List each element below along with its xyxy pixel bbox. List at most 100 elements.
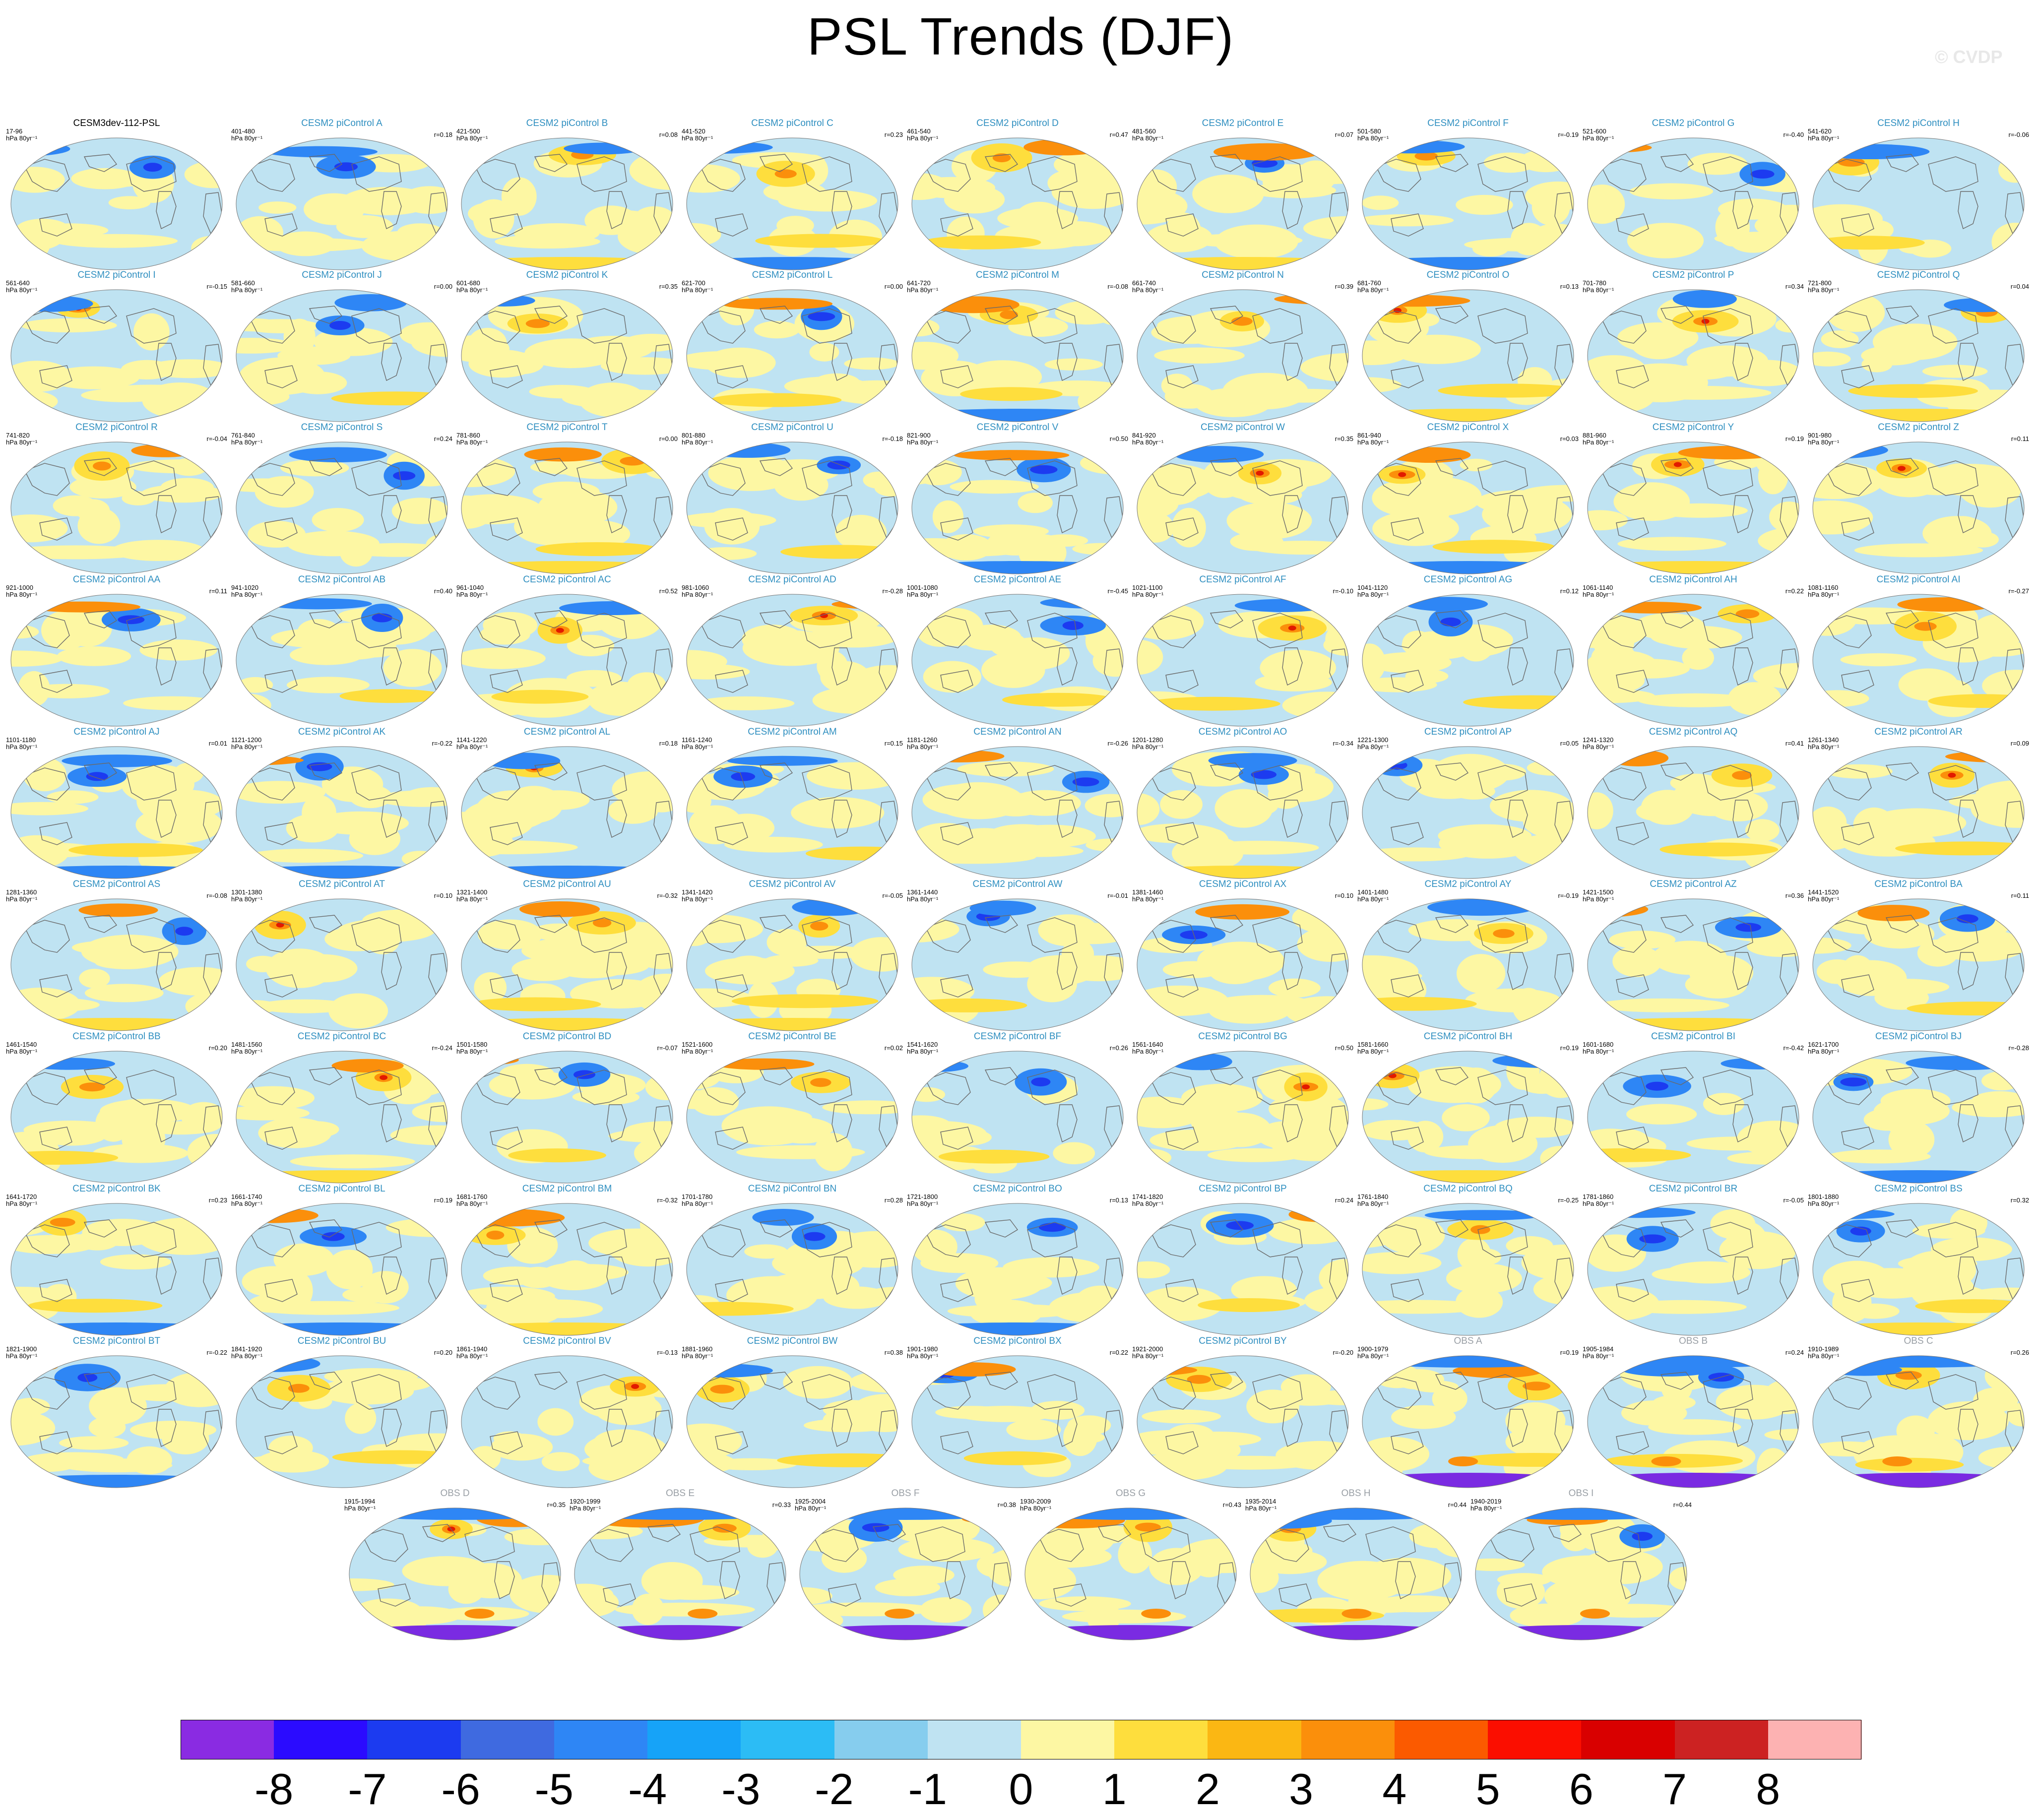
coastline xyxy=(1616,1279,1649,1302)
panel-correlation: r=0.18 xyxy=(659,740,678,747)
trend-contour xyxy=(776,216,814,235)
coastline xyxy=(1660,458,1694,476)
trend-contour xyxy=(41,611,91,650)
coastline xyxy=(759,915,793,933)
trend-contour xyxy=(592,918,612,928)
panel-units: hPa 80yr⁻¹ xyxy=(1808,743,1840,751)
trend-contour xyxy=(286,677,370,693)
trend-contour xyxy=(1813,1322,2024,1335)
panel-correlation: r=-0.18 xyxy=(882,435,903,442)
coastline xyxy=(381,1409,402,1447)
coastline xyxy=(759,1219,793,1238)
coastline xyxy=(381,191,402,230)
trend-contour xyxy=(912,173,950,200)
map-border xyxy=(1812,1051,2025,1184)
coastline xyxy=(1477,765,1528,801)
coastline xyxy=(1620,1561,1641,1600)
panel-correlation: r=0.26 xyxy=(2010,1349,2029,1356)
coastline xyxy=(250,1072,295,1105)
coastline xyxy=(1252,1374,1303,1410)
trend-contour xyxy=(963,360,1042,394)
panel-title: CESM2 piControl BS xyxy=(1874,1184,1963,1194)
coastline xyxy=(1252,460,1303,496)
panel-years: 1701-1780 xyxy=(682,1193,713,1200)
panel-years: 921-1000 xyxy=(6,584,33,591)
trend-contour xyxy=(537,1408,574,1436)
coastline xyxy=(1165,1431,1199,1454)
trend-contour xyxy=(508,1148,606,1163)
panel-units: hPa 80yr⁻¹ xyxy=(1470,1505,1502,1512)
map-panel: CESM2 piControl BR 1781-1860 hPa 80yr⁻¹ r=-… xyxy=(1581,1184,1806,1337)
trend-contour xyxy=(535,542,659,556)
coastline xyxy=(24,159,70,192)
panel-title: CESM2 piControl I xyxy=(77,270,156,280)
trend-contour xyxy=(1448,1456,1478,1466)
trend-contour xyxy=(461,1322,673,1335)
trend-contour xyxy=(1072,777,1099,787)
coastline xyxy=(250,159,295,192)
coastline xyxy=(802,917,852,953)
trend-contour xyxy=(792,899,871,916)
trend-contour xyxy=(236,866,447,879)
coastline xyxy=(156,495,177,534)
map-border xyxy=(236,1051,448,1184)
coastline xyxy=(1210,1067,1244,1085)
panel-units: hPa 80yr⁻¹ xyxy=(456,591,488,598)
coastline xyxy=(309,458,343,476)
trend-contour xyxy=(1246,1389,1299,1424)
panel-units: hPa 80yr⁻¹ xyxy=(1808,895,1840,903)
trend-contour xyxy=(1813,1441,1885,1457)
panel-correlation: r=-0.04 xyxy=(206,435,227,442)
coastline xyxy=(1703,156,1753,192)
coastline xyxy=(1391,822,1424,845)
map-panel: CESM2 piControl AB 941-1020 hPa 80yr⁻¹ r=0.… xyxy=(229,574,454,728)
trend-contour xyxy=(93,461,111,471)
trend-contour xyxy=(1607,750,1669,766)
trend-contour xyxy=(1661,1372,1692,1403)
psl-trend-map xyxy=(236,1203,448,1336)
coastline xyxy=(534,1219,568,1238)
map-panel: CESM2 piControl AW 1361-1440 hPa 80yr⁻¹ r=-… xyxy=(905,879,1130,1033)
map-border xyxy=(1812,289,2025,422)
psl-trend-map xyxy=(461,1355,673,1488)
coastline xyxy=(576,1069,627,1105)
trend-contour xyxy=(524,447,602,462)
map-panel: CESM2 piControl BW 1881-1960 hPa 80yr⁻¹ r=0… xyxy=(680,1336,905,1490)
panel-units: hPa 80yr⁻¹ xyxy=(1132,895,1164,903)
trend-contour xyxy=(1168,1053,1232,1070)
map-panel: CESM2 piControl BF 1541-1620 hPa 80yr⁻¹ r=0… xyxy=(905,1031,1130,1185)
panel-units: hPa 80yr⁻¹ xyxy=(1808,1352,1840,1360)
coastline xyxy=(1057,343,1078,381)
coastline xyxy=(1732,1256,1753,1295)
psl-trend-map xyxy=(574,1507,786,1640)
trend-contour xyxy=(339,689,445,703)
map-border xyxy=(1587,441,1799,574)
coastline xyxy=(872,1524,906,1542)
coastline xyxy=(1391,974,1424,998)
panel-years: 1141-1220 xyxy=(456,736,487,744)
colorbar-swatch xyxy=(1301,1720,1395,1759)
trend-contour xyxy=(625,683,670,699)
panel-correlation: r=-0.06 xyxy=(2008,131,2029,138)
map-panel: CESM2 piControl BY 1921-2000 hPa 80yr⁻¹ r=-… xyxy=(1130,1336,1355,1490)
psl-trend-map xyxy=(1362,137,1574,270)
trend-contour xyxy=(1018,493,1053,513)
coastline xyxy=(1282,800,1303,838)
map-border xyxy=(236,441,448,574)
trend-contour xyxy=(608,1129,673,1143)
coastline xyxy=(1601,159,1647,192)
trend-contour xyxy=(1686,345,1769,377)
coastline xyxy=(1616,213,1649,237)
coastline xyxy=(309,610,343,628)
coastline xyxy=(1150,1224,1196,1257)
map-border xyxy=(1362,441,1574,574)
panel-title: OBS B xyxy=(1678,1336,1708,1346)
panel-years: 901-980 xyxy=(1808,432,1832,439)
panel-correlation: r=-0.22 xyxy=(432,740,452,747)
map-panel: CESM2 piControl P 701-780 hPa 80yr⁻¹ r=0.34 xyxy=(1581,270,1806,424)
coastline xyxy=(1165,822,1199,845)
coastline xyxy=(1391,1279,1424,1302)
trend-contour xyxy=(349,1625,561,1640)
coastline xyxy=(1841,1127,1874,1150)
coastline xyxy=(1252,613,1303,648)
